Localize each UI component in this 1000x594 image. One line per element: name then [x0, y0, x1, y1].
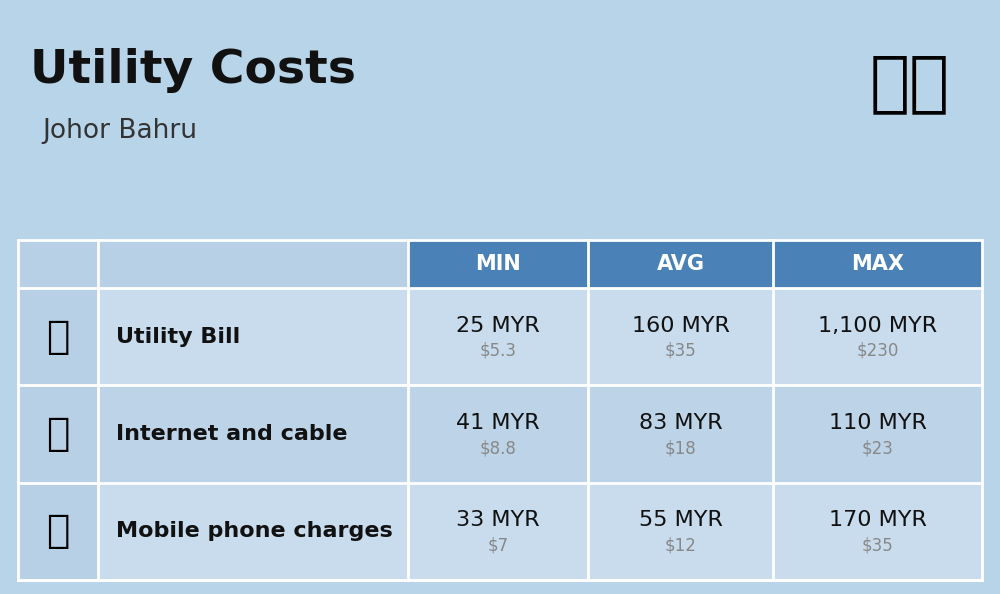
Text: $230: $230 [856, 342, 899, 359]
Text: $23: $23 [862, 439, 893, 457]
Text: $8.8: $8.8 [480, 439, 516, 457]
Bar [18, 483, 98, 580]
Text: $12: $12 [665, 536, 696, 554]
Bar [588, 386, 773, 483]
Text: $35: $35 [862, 536, 893, 554]
Text: 160 MYR: 160 MYR [632, 315, 729, 336]
Text: Utility Bill: Utility Bill [116, 327, 240, 347]
Bar [98, 386, 408, 483]
Text: $5.3: $5.3 [480, 342, 516, 359]
Bar [18, 240, 98, 288]
Bar [18, 240, 982, 580]
Text: 83 MYR: 83 MYR [639, 413, 722, 433]
Text: 📡: 📡 [46, 415, 70, 453]
Text: 🇲🇾: 🇲🇾 [870, 50, 950, 116]
Bar [98, 288, 408, 386]
Bar [18, 386, 98, 483]
Text: Internet and cable: Internet and cable [116, 424, 348, 444]
Text: MIN: MIN [475, 254, 521, 274]
Bar [98, 483, 408, 580]
Bar [408, 240, 588, 288]
Bar [588, 288, 773, 386]
Bar [408, 483, 588, 580]
Text: Johor Bahru: Johor Bahru [42, 118, 197, 144]
Text: $18: $18 [665, 439, 696, 457]
Bar [408, 288, 588, 386]
Text: 110 MYR: 110 MYR [829, 413, 926, 433]
Text: 55 MYR: 55 MYR [639, 510, 722, 530]
Bar [588, 240, 773, 288]
Bar [408, 386, 588, 483]
Text: 1,100 MYR: 1,100 MYR [818, 315, 937, 336]
Bar [773, 240, 982, 288]
Text: $7: $7 [487, 536, 509, 554]
Text: 33 MYR: 33 MYR [456, 510, 540, 530]
Bar [588, 483, 773, 580]
Bar [773, 386, 982, 483]
Bar [98, 240, 408, 288]
Text: Utility Costs: Utility Costs [30, 48, 356, 93]
Text: AVG: AVG [656, 254, 704, 274]
Text: Mobile phone charges: Mobile phone charges [116, 522, 393, 541]
Text: 25 MYR: 25 MYR [456, 315, 540, 336]
Text: $35: $35 [665, 342, 696, 359]
Text: 🔌: 🔌 [46, 318, 70, 356]
Text: MAX: MAX [851, 254, 904, 274]
Bar [773, 288, 982, 386]
Bar [773, 483, 982, 580]
Text: 41 MYR: 41 MYR [456, 413, 540, 433]
Bar [18, 288, 98, 386]
Text: 📱: 📱 [46, 513, 70, 550]
Text: 170 MYR: 170 MYR [829, 510, 926, 530]
